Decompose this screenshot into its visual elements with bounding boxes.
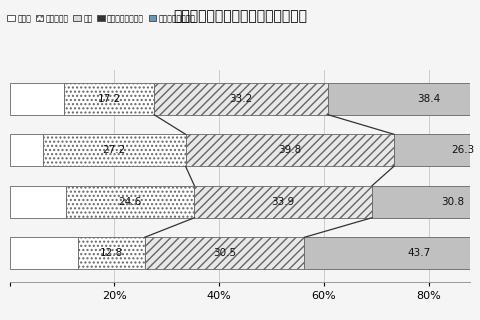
Text: 30.5: 30.5 [213,248,236,258]
Bar [78,237,144,269]
Bar [10,186,66,218]
Text: 図表１－１　暮らし向きのゆとり感: 図表１－１ 暮らし向きのゆとり感 [173,10,307,24]
Legend: 苦しい, やや苦しい, 普通, ややゆとりがある, 大変ゆとりがある: 苦しい, やや苦しい, 普通, ややゆとりがある, 大変ゆとりがある [4,11,199,26]
Text: 39.8: 39.8 [278,145,301,155]
Bar [10,237,78,269]
Bar [372,186,480,218]
Bar [10,83,64,115]
Text: 12.8: 12.8 [99,248,123,258]
Text: 33.2: 33.2 [229,94,252,104]
Text: 30.8: 30.8 [441,197,464,207]
Bar [64,83,154,115]
Text: 27.2: 27.2 [103,145,126,155]
Text: 17.2: 17.2 [97,94,120,104]
Text: 33.9: 33.9 [272,197,295,207]
Bar [10,134,43,166]
Bar [304,237,480,269]
Bar [186,134,394,166]
Text: 26.3: 26.3 [451,145,474,155]
Bar [144,237,304,269]
Bar [66,186,194,218]
Bar [194,186,372,218]
Text: 43.7: 43.7 [407,248,431,258]
Text: 24.6: 24.6 [119,197,142,207]
Bar [328,83,480,115]
Bar [154,83,328,115]
Bar [43,134,186,166]
Bar [394,134,480,166]
Text: 38.4: 38.4 [417,94,440,104]
